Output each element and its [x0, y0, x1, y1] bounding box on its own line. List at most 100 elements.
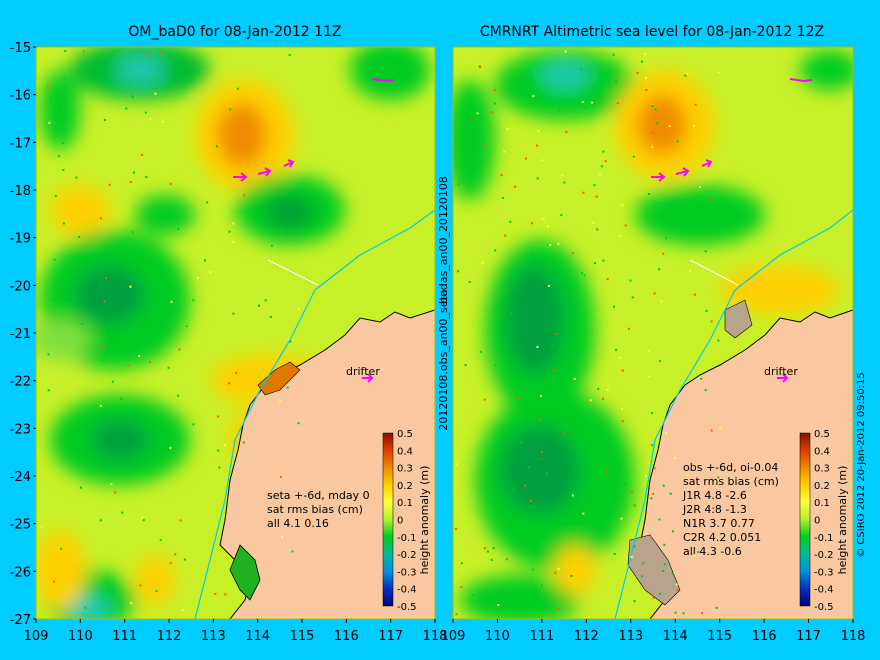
obs-dot: [714, 480, 717, 483]
obs-dot: [585, 499, 588, 502]
obs-dot: [170, 300, 173, 303]
obs-dot: [149, 117, 152, 120]
obs-dot: [82, 50, 85, 53]
obs-dot: [242, 441, 245, 444]
right-x-axis-tick-labels: 109 110 111 112 113 114 115 116 117 118: [441, 619, 865, 644]
obs-dot: [120, 397, 123, 400]
obs-dot: [593, 262, 596, 265]
obs-dot: [704, 250, 707, 253]
obs-dot: [496, 303, 499, 306]
obs-dot: [652, 492, 655, 495]
obs-dot: [503, 150, 506, 153]
obs-dot: [561, 294, 564, 297]
obs-dot: [270, 244, 273, 247]
colorbar-tick-label: -0.3: [814, 567, 834, 578]
obs-dot: [541, 159, 544, 162]
y-tick-label: -23: [10, 422, 31, 437]
obs-dot: [602, 397, 605, 400]
obs-dot: [63, 76, 66, 79]
obs-dot: [686, 474, 689, 477]
obs-dot: [291, 550, 294, 553]
obs-dot: [229, 108, 232, 111]
y-tick-label: -19: [10, 232, 31, 247]
obs-dot: [257, 304, 260, 307]
x-tick-label: 113: [618, 629, 643, 644]
left-panel-title: OM_baD0 for 08-Jan-2012 11Z: [128, 24, 341, 40]
obs-dot: [565, 130, 568, 133]
obs-dot: [572, 431, 575, 434]
obs-dot: [606, 278, 609, 281]
obs-dot: [141, 516, 144, 519]
obs-dot: [47, 389, 50, 392]
obs-dot: [108, 183, 111, 186]
obs-dot: [455, 527, 458, 530]
obs-dot: [142, 519, 145, 522]
obs-dot: [656, 122, 659, 125]
obs-dot: [715, 606, 718, 609]
y-tick-label: -27: [10, 613, 31, 628]
obs-dot: [704, 505, 707, 508]
obs-dot: [563, 181, 566, 184]
x-tick-label: 117: [796, 629, 821, 644]
obs-dot: [149, 360, 152, 363]
stats-line: J2R 4.8 -1.3: [682, 503, 747, 516]
obs-dot: [103, 78, 106, 81]
obs-dot: [705, 309, 708, 312]
y-tick-label: -15: [10, 41, 31, 56]
obs-dot: [593, 184, 596, 187]
obs-dot: [289, 340, 292, 343]
obs-dot: [540, 584, 543, 587]
obs-dot: [99, 217, 102, 220]
x-tick-label: 113: [201, 629, 226, 644]
obs-dot: [155, 589, 158, 592]
colorbar-tick-label: 0.3: [397, 464, 413, 475]
obs-dot: [653, 467, 656, 470]
obs-dot: [181, 609, 184, 612]
obs-dot: [553, 369, 556, 372]
obs-dot: [121, 511, 124, 514]
obs-dot: [192, 299, 195, 302]
colorbar-tick-label: -0.4: [814, 585, 834, 596]
obs-dot: [597, 387, 600, 390]
obs-dot: [584, 106, 587, 109]
obs-dot: [464, 364, 467, 367]
obs-dot: [582, 191, 585, 194]
obs-dot: [611, 467, 614, 470]
obs-dot: [592, 86, 595, 89]
obs-dot: [159, 539, 162, 542]
obs-dot: [130, 602, 133, 605]
obs-dot: [514, 185, 517, 188]
obs-dot: [493, 102, 496, 105]
obs-dot: [631, 296, 634, 299]
obs-dot: [113, 491, 116, 494]
obs-dot: [591, 101, 594, 104]
obs-dot: [710, 320, 713, 323]
obs-dot: [518, 602, 521, 605]
obs-dot: [717, 476, 720, 479]
obs-dot: [574, 283, 577, 286]
obs-dot: [621, 408, 624, 411]
obs-dot: [582, 100, 585, 103]
obs-dot: [697, 550, 700, 553]
obs-dot: [527, 466, 530, 469]
obs-dot: [605, 471, 608, 474]
x-tick-label: 115: [707, 629, 732, 644]
obs-dot: [209, 271, 212, 274]
obs-dot: [709, 200, 712, 203]
obs-dot: [54, 195, 57, 198]
colorbar-tick-label: -0.3: [397, 567, 417, 578]
obs-dot: [558, 608, 561, 611]
obs-dot: [660, 300, 663, 303]
obs-dot: [243, 194, 246, 197]
obs-dot: [506, 127, 509, 130]
obs-dot: [110, 483, 113, 486]
obs-dot: [455, 613, 458, 616]
obs-dot: [456, 270, 459, 273]
obs-dot: [501, 196, 504, 199]
colorbar-tick-label: -0.1: [814, 533, 834, 544]
obs-dot: [64, 50, 67, 53]
obs-dot: [103, 300, 106, 303]
obs-dot: [561, 174, 564, 177]
obs-dot: [537, 129, 540, 132]
obs-dot: [650, 497, 653, 500]
